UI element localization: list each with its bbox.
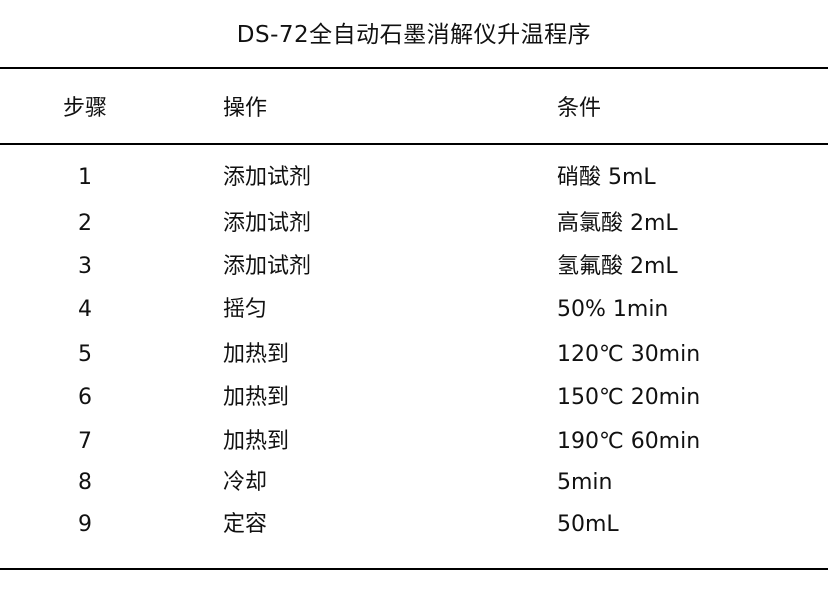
cell-step: 3	[78, 254, 92, 279]
cell-condition: 120℃ 30min	[557, 342, 701, 367]
table-header-step: 步骤	[62, 96, 107, 121]
cell-operation: 添加试剂	[223, 211, 312, 236]
table-row: 2 添加试剂 高氯酸 2mL	[0, 209, 828, 239]
table-row: 1 添加试剂 硝酸 5mL	[0, 163, 828, 193]
divider-bottom	[0, 568, 828, 570]
cell-condition: 高氯酸 2mL	[557, 211, 678, 236]
table-row: 7 加热到 190℃ 60min	[0, 427, 828, 457]
cell-operation: 加热到	[223, 342, 290, 367]
cell-condition: 5min	[557, 470, 613, 495]
table-row: 8 冷却 5min	[0, 468, 828, 498]
cell-operation: 添加试剂	[223, 165, 312, 190]
table-row: 9 定容 50mL	[0, 510, 828, 540]
cell-operation: 加热到	[223, 385, 290, 410]
cell-condition: 硝酸 5mL	[557, 165, 656, 190]
table-header-operation: 操作	[223, 96, 268, 121]
cell-step: 9	[78, 512, 92, 537]
cell-step: 4	[78, 297, 92, 322]
cell-condition: 150℃ 20min	[557, 385, 701, 410]
cell-operation: 加热到	[223, 429, 290, 454]
table-row: 4 摇匀 50% 1min	[0, 295, 828, 325]
table-row: 5 加热到 120℃ 30min	[0, 340, 828, 370]
cell-condition: 190℃ 60min	[557, 429, 701, 454]
cell-operation: 添加试剂	[223, 254, 312, 279]
cell-condition: 50mL	[557, 512, 619, 537]
cell-step: 2	[78, 211, 92, 236]
page-title: DS-72全自动石墨消解仪升温程序	[236, 22, 592, 48]
table-row: 6 加热到 150℃ 20min	[0, 383, 828, 413]
cell-step: 6	[78, 385, 92, 410]
cell-step: 7	[78, 429, 92, 454]
cell-operation: 冷却	[223, 470, 268, 495]
cell-condition: 氢氟酸 2mL	[557, 254, 678, 279]
divider-header	[0, 143, 828, 145]
cell-operation: 摇匀	[223, 297, 268, 322]
divider-top	[0, 67, 828, 69]
table-row: 3 添加试剂 氢氟酸 2mL	[0, 252, 828, 282]
cell-condition: 50% 1min	[557, 297, 669, 322]
cell-step: 1	[78, 165, 92, 190]
cell-step: 5	[78, 342, 92, 367]
table-header-row: 步骤 操作 条件	[0, 94, 828, 124]
table-header-condition: 条件	[557, 96, 602, 121]
cell-step: 8	[78, 470, 92, 495]
cell-operation: 定容	[223, 512, 268, 537]
